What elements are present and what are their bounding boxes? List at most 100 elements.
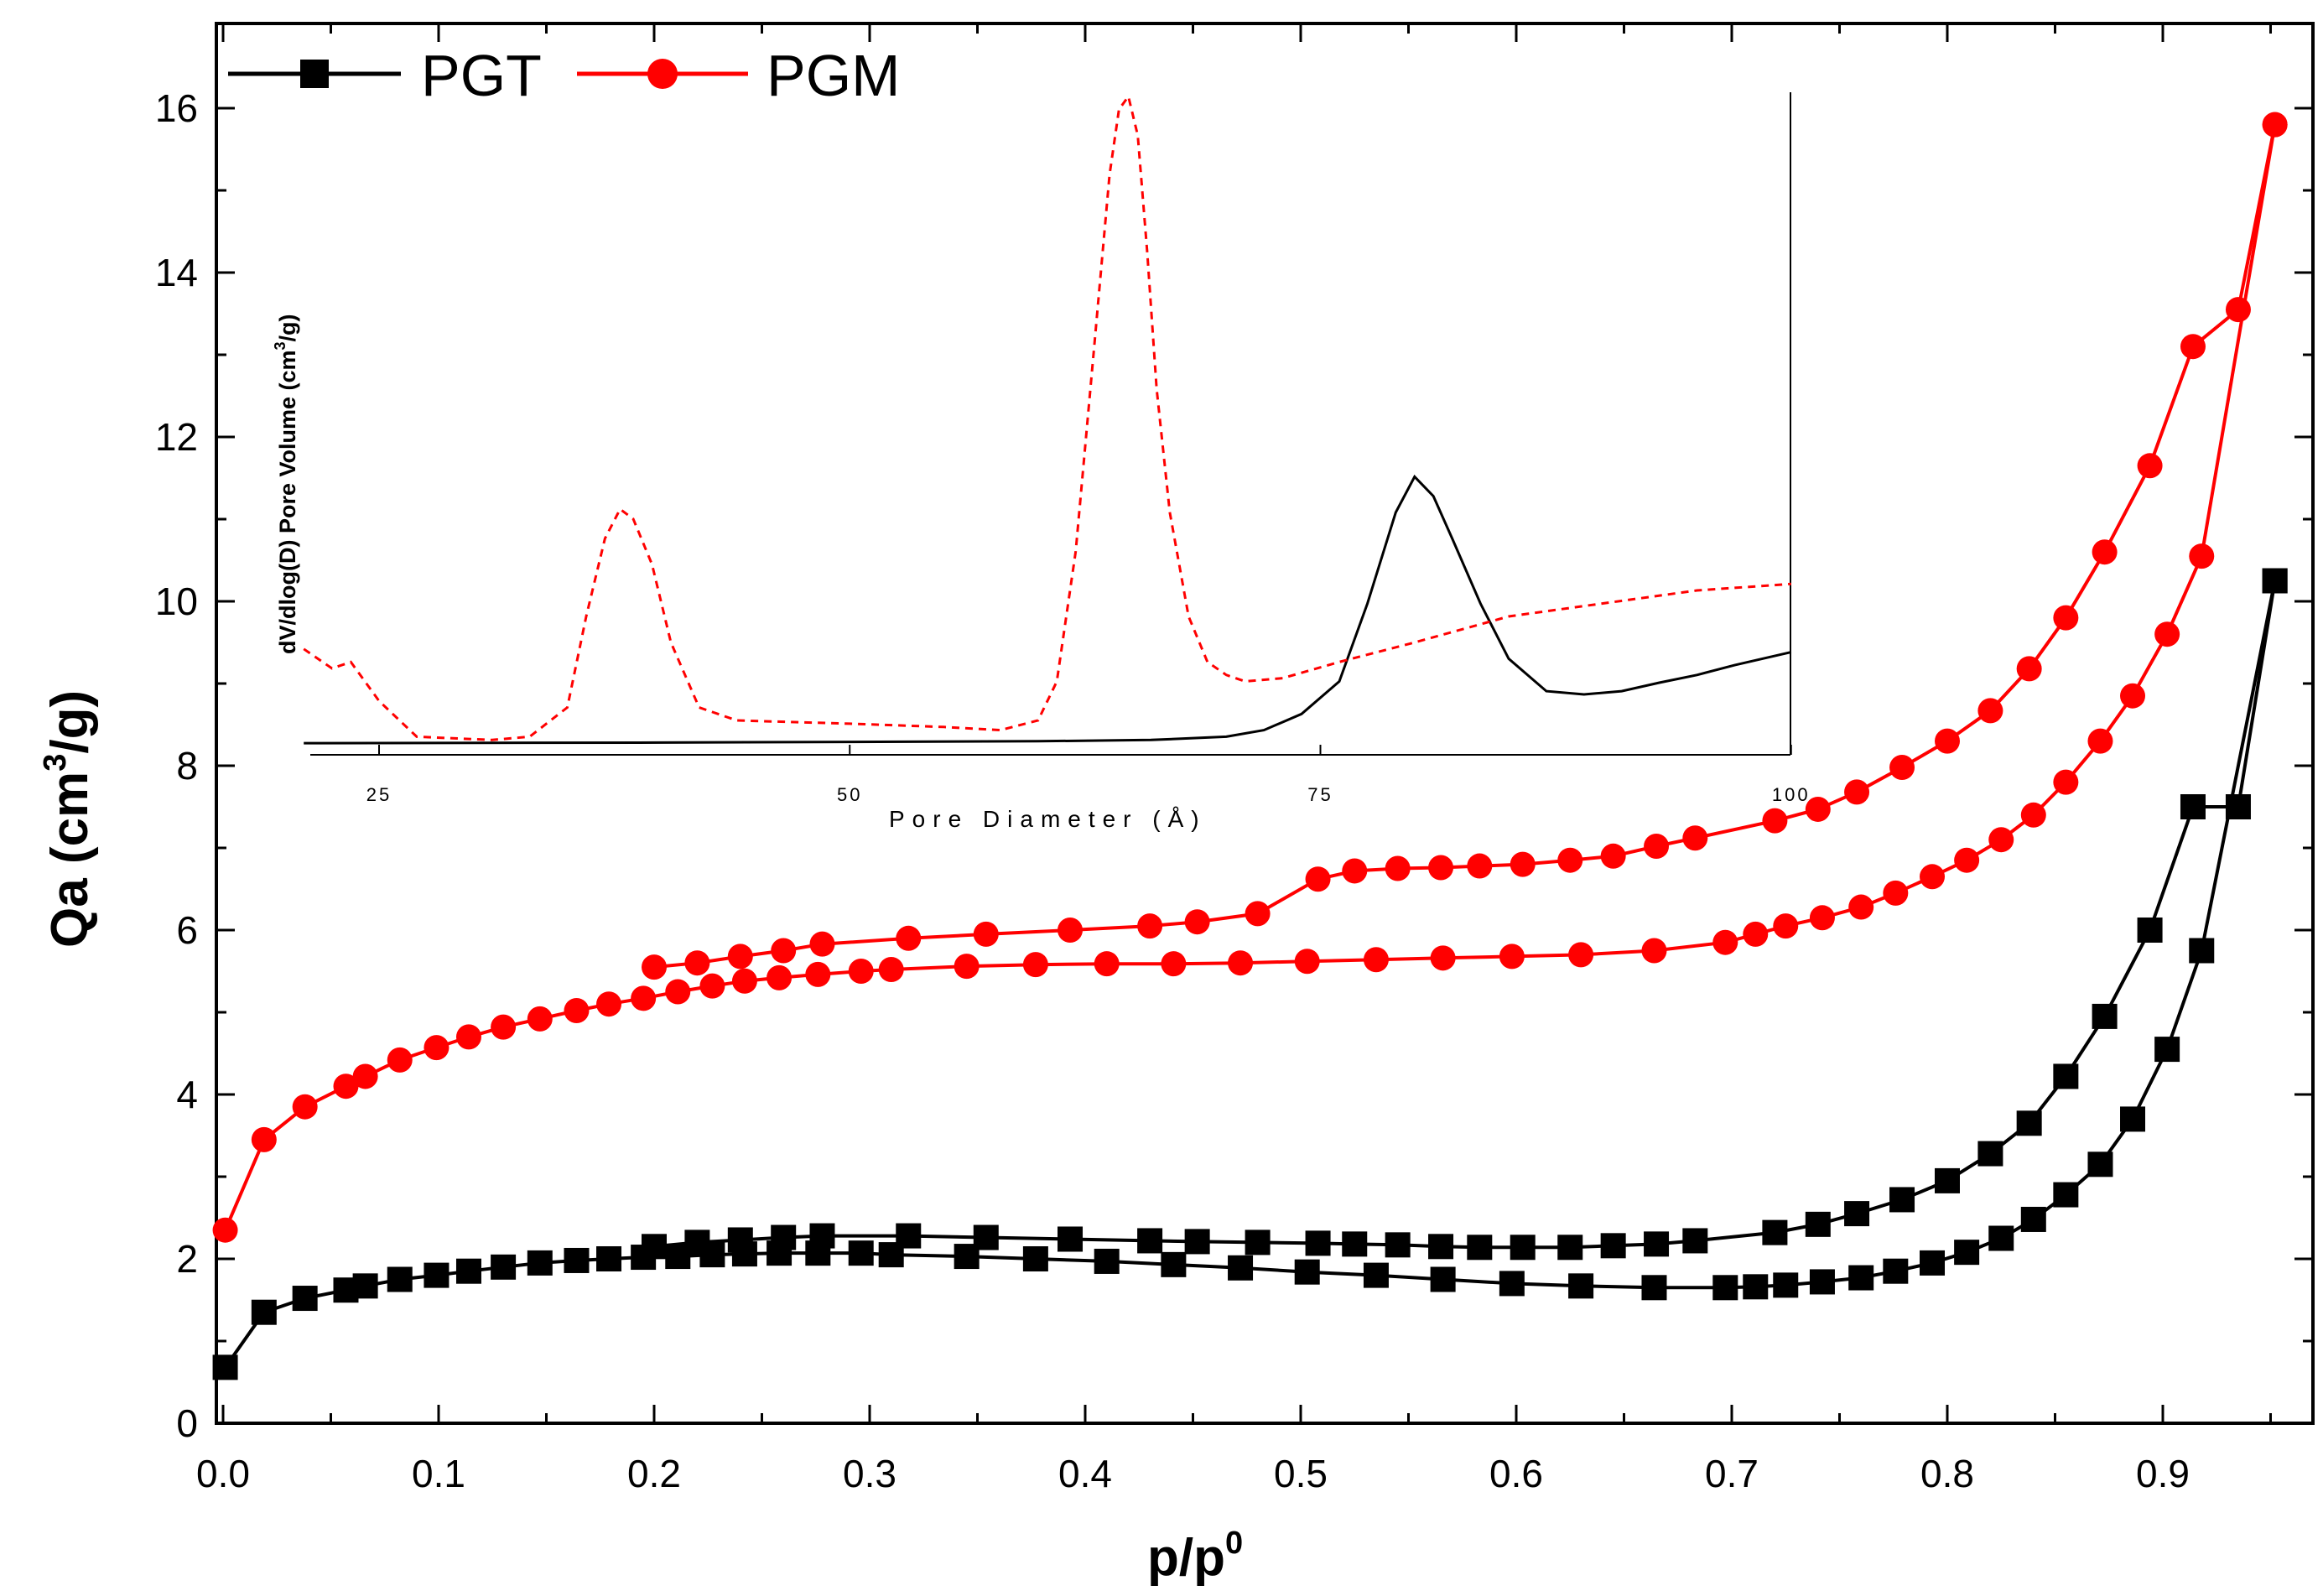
pgt-adsorption-point — [1022, 1246, 1048, 1271]
pgm-adsorption-point — [1809, 905, 1835, 931]
pgm-adsorption-point — [631, 985, 657, 1011]
pgm-adsorption-point — [2189, 543, 2215, 569]
inset-x-tick-label: 25 — [366, 784, 392, 805]
y-axis-title-text: Qa (cm — [41, 772, 99, 948]
pgt-adsorption-point — [2087, 1152, 2113, 1178]
pgm-adsorption-point — [1954, 847, 1980, 873]
pgt-adsorption-point — [292, 1286, 318, 1312]
pgm-desorption-point — [1510, 851, 1536, 877]
pgm-adsorption-point — [1743, 921, 1769, 947]
pgm-adsorption-point — [1883, 880, 1909, 906]
pgm-desorption-line — [653, 124, 2277, 970]
pgm-desorption-point — [642, 954, 667, 980]
pgm-adsorption-point — [2087, 728, 2113, 754]
y-tick-label: 12 — [155, 415, 198, 459]
pgm-desorption-point — [1245, 901, 1271, 927]
pgm-adsorption-point — [527, 1006, 553, 1032]
pgt-adsorption-point — [1430, 1266, 1456, 1292]
pgt-adsorption-point — [1988, 1225, 2014, 1251]
pgm-adsorption-point — [292, 1094, 318, 1120]
pgm-desorption-point — [2137, 453, 2163, 479]
pgm-adsorption-point — [767, 964, 793, 990]
pgm-adsorption-point — [731, 968, 757, 994]
pgt-desorption-point — [1935, 1167, 1960, 1193]
pgm-adsorption-point — [564, 998, 590, 1024]
pgt-adsorption-point — [1773, 1272, 1799, 1298]
pgm-adsorption-point — [805, 961, 831, 987]
legend-pgm-label: PGM — [767, 43, 900, 108]
pgm-adsorption-point — [2154, 621, 2180, 647]
pgt-desorption-point — [2225, 794, 2251, 819]
pgm-desorption-point — [1889, 754, 1915, 780]
inset-axes — [310, 92, 1791, 756]
pgt-desorption-point — [1428, 1234, 1454, 1260]
inset-x-tick-label: 75 — [1307, 784, 1333, 805]
pgt-adsorption-point — [564, 1247, 590, 1273]
pgm-adsorption-point — [1712, 929, 1738, 955]
inset-pgt-line — [304, 474, 1792, 745]
pgm-desorption-point — [1305, 866, 1331, 892]
x-tick-label: 0.7 — [1705, 1452, 1759, 1495]
pgm-adsorption-point — [878, 957, 904, 983]
pgt-adsorption-point — [212, 1354, 238, 1380]
pgt-desorption-point — [727, 1227, 753, 1253]
pgm-desorption-point — [1137, 913, 1163, 939]
pgm-desorption-point — [2180, 334, 2206, 360]
pgt-adsorption-point — [1883, 1258, 1909, 1284]
pgm-adsorption-point — [596, 991, 622, 1017]
x-axis-title-text: p/p — [1147, 1529, 1225, 1587]
pgt-adsorption-point — [1363, 1262, 1389, 1288]
pgm-adsorption-point — [2120, 683, 2146, 709]
pgt-adsorption-point — [2154, 1037, 2180, 1063]
pgm-desorption-point — [1600, 843, 1626, 869]
pgt-adsorption-point — [2053, 1182, 2079, 1208]
pgm-adsorption-point — [1430, 945, 1456, 971]
pgt-desorption-point — [1184, 1229, 1210, 1255]
y-axis-title-suffix: /g) — [41, 690, 99, 754]
pgm-desorption-point — [2016, 656, 2042, 682]
pgm-desorption-point — [2225, 297, 2251, 323]
pgt-adsorption-point — [2120, 1106, 2146, 1132]
pgt-desorption-point — [896, 1223, 922, 1249]
pgm-adsorption-point — [1228, 950, 1254, 976]
pgt-adsorption-point — [352, 1273, 378, 1299]
y-tick-label: 16 — [155, 86, 198, 130]
pgt-adsorption-point — [1094, 1248, 1120, 1274]
pgm-desorption-point — [1762, 808, 1788, 834]
x-tick-label: 0.6 — [1489, 1452, 1543, 1495]
pgm-desorption-point — [1467, 853, 1493, 879]
inset-x-tick-label: 50 — [837, 784, 862, 805]
pgm-desorption-point — [1977, 698, 2003, 724]
y-tick-label: 8 — [176, 744, 198, 788]
pgm-desorption-point — [1935, 728, 1960, 754]
pgt-adsorption-point — [2020, 1206, 2046, 1232]
x-tick-label: 0.3 — [843, 1452, 896, 1495]
pgt-adsorption-point — [1641, 1275, 1667, 1301]
pgt-desorption-point — [2137, 918, 2163, 943]
y-tick-label: 14 — [155, 251, 198, 294]
pgt-desorption-line — [653, 580, 2277, 1250]
pgt-desorption-point — [1342, 1231, 1368, 1257]
pgt-desorption-point — [2180, 794, 2206, 819]
inset-pgm-line — [303, 93, 1791, 741]
pgt-adsorption-point — [424, 1262, 450, 1288]
pgt-adsorption-point — [1712, 1275, 1738, 1301]
pgt-desorption-point — [1844, 1201, 1870, 1227]
inset-x-axis-title: Pore Diameter (Å) — [889, 806, 1207, 832]
pgt-adsorption-point — [251, 1299, 277, 1325]
pgt-adsorption-point — [1920, 1250, 1946, 1276]
inset-x-tick-label: 100 — [1772, 784, 1811, 805]
pgt-desorption-point — [1644, 1231, 1670, 1257]
legend-pgm-marker — [647, 59, 678, 89]
pgm-adsorption-point — [1022, 952, 1048, 978]
pgm-desorption-point — [1644, 834, 1670, 860]
pgm-desorption-point — [2262, 112, 2288, 138]
pgm-desorption-point — [973, 921, 999, 947]
pgm-adsorption-point — [1641, 938, 1667, 964]
pgm-desorption-point — [1385, 855, 1411, 881]
pgt-adsorption-point — [1848, 1265, 1874, 1291]
x-tick-label: 0.9 — [2136, 1452, 2190, 1495]
x-axis-title-superscript: 0 — [1225, 1526, 1243, 1561]
